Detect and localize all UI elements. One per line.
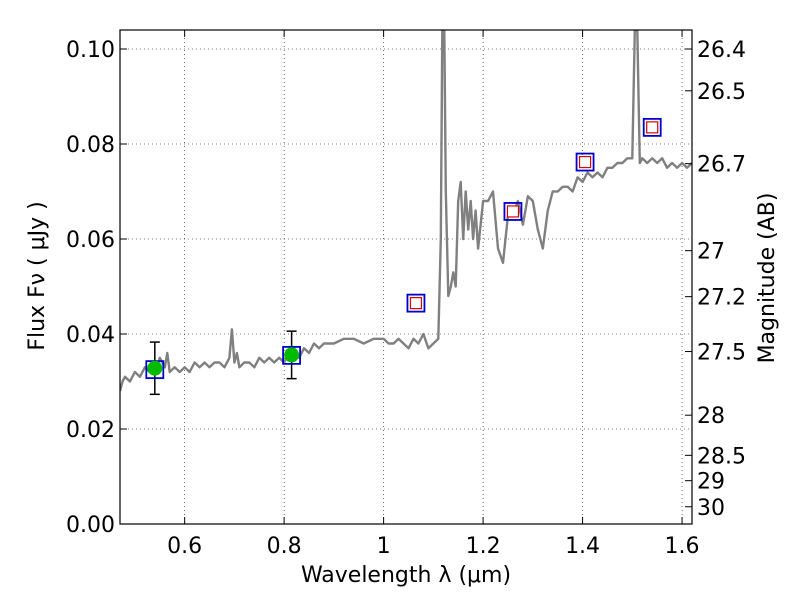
y-tick-label: 0.04	[66, 323, 115, 348]
spectrum-line	[120, 30, 692, 392]
x-tick-label: 1.2	[466, 534, 501, 559]
y-tick-label: 0.06	[66, 228, 115, 253]
x-tick-label: 1.6	[665, 534, 700, 559]
x-tick-label: 1	[377, 534, 391, 559]
x-axis-label: Wavelength λ (μm)	[301, 563, 511, 588]
y2-tick-label: 27.5	[697, 341, 746, 366]
model-box	[503, 202, 523, 221]
y-ticks: 0.00 0.02 0.04 0.06 0.08 0.10	[66, 38, 127, 538]
y2-tick-label: 27	[697, 240, 725, 265]
observed-point	[284, 347, 300, 363]
y-tick-label: 0.00	[66, 513, 115, 538]
grid-lines	[120, 30, 692, 524]
y2-tick-label: 29	[697, 470, 725, 495]
upper-limit-box	[578, 155, 592, 169]
x-tick-label: 0.8	[267, 534, 302, 559]
model-box	[406, 293, 426, 313]
x-ticks: 0.6 0.8 1 1.2 1.4 1.6	[167, 30, 700, 559]
y-axis-label: Flux Fν ( μJy )	[25, 201, 50, 350]
observed-point	[147, 360, 163, 376]
y-tick-label: 0.10	[66, 38, 115, 63]
y-tick-label: 0.02	[66, 418, 115, 443]
upper-limit-box	[506, 205, 520, 218]
x-tick-label: 0.6	[167, 534, 202, 559]
y2-tick-label: 27.2	[697, 286, 746, 311]
markers-layer	[145, 117, 662, 396]
y2-tick-label: 26.7	[697, 153, 746, 178]
y2-tick-label: 28.5	[697, 444, 746, 469]
upper-limit-box	[646, 121, 659, 134]
x-tick-label: 1.4	[565, 534, 600, 559]
y-tick-label: 0.08	[66, 133, 115, 158]
y2-axis-label: Magnitude (AB)	[755, 193, 780, 364]
spectrum-layer	[120, 30, 692, 392]
y2-tick-label: 30	[697, 496, 725, 521]
y2-tick-label: 28	[697, 404, 725, 429]
y2-tick-label: 26.4	[697, 38, 746, 63]
plot-frame	[119, 29, 693, 525]
model-box	[642, 117, 662, 137]
y2-tick-label: 26.5	[697, 80, 746, 105]
upper-limit-box	[409, 297, 423, 310]
model-box	[282, 345, 302, 365]
model-box	[575, 152, 595, 172]
